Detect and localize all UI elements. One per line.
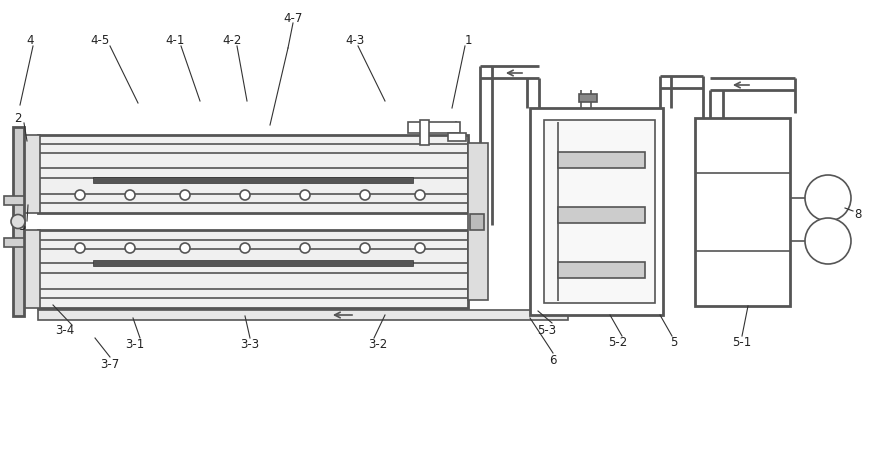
Bar <box>38 310 567 320</box>
Text: 3-3: 3-3 <box>240 338 259 351</box>
Circle shape <box>415 190 425 200</box>
Text: 4-2: 4-2 <box>222 35 242 48</box>
Bar <box>543 120 654 303</box>
Bar <box>557 152 644 168</box>
Bar <box>93 260 413 266</box>
Circle shape <box>300 243 309 253</box>
Text: 2: 2 <box>14 112 22 125</box>
Text: 4-3: 4-3 <box>345 35 364 48</box>
Text: 6: 6 <box>548 353 556 367</box>
Bar <box>469 213 483 230</box>
Circle shape <box>180 243 189 253</box>
Text: 5: 5 <box>669 337 677 350</box>
Circle shape <box>125 190 135 200</box>
Circle shape <box>240 243 249 253</box>
Circle shape <box>360 243 369 253</box>
Circle shape <box>804 218 850 264</box>
Bar <box>529 108 662 315</box>
Text: 5-1: 5-1 <box>732 337 751 350</box>
Text: 3-7: 3-7 <box>100 358 120 371</box>
Circle shape <box>75 243 85 253</box>
Bar <box>22 230 40 308</box>
Text: 1: 1 <box>464 35 471 48</box>
Bar <box>408 122 460 133</box>
Bar <box>38 135 468 213</box>
Bar <box>22 135 40 213</box>
Bar <box>4 238 24 247</box>
Text: 4-7: 4-7 <box>283 12 302 25</box>
Text: 4-1: 4-1 <box>165 35 184 48</box>
Bar <box>468 143 488 300</box>
Text: 3-1: 3-1 <box>125 338 144 351</box>
Bar <box>13 127 24 316</box>
Bar <box>420 120 428 145</box>
Bar <box>38 230 468 308</box>
Bar <box>694 118 789 306</box>
Circle shape <box>240 190 249 200</box>
Text: 3-4: 3-4 <box>56 325 75 338</box>
Circle shape <box>300 190 309 200</box>
Text: 5-3: 5-3 <box>537 324 556 337</box>
Bar <box>557 262 644 278</box>
Bar <box>4 196 24 205</box>
Text: 3: 3 <box>18 219 26 232</box>
Bar <box>557 207 644 223</box>
Bar <box>448 133 466 141</box>
Circle shape <box>11 214 25 229</box>
Circle shape <box>180 190 189 200</box>
Text: 5-2: 5-2 <box>607 337 627 350</box>
Text: 8: 8 <box>853 208 860 221</box>
Circle shape <box>415 243 425 253</box>
Text: 4-5: 4-5 <box>90 35 109 48</box>
Text: 4: 4 <box>26 35 34 48</box>
Circle shape <box>125 243 135 253</box>
Text: 3-2: 3-2 <box>368 338 388 351</box>
Bar <box>578 94 596 102</box>
Bar <box>93 177 413 183</box>
Circle shape <box>360 190 369 200</box>
Circle shape <box>804 175 850 221</box>
Circle shape <box>75 190 85 200</box>
